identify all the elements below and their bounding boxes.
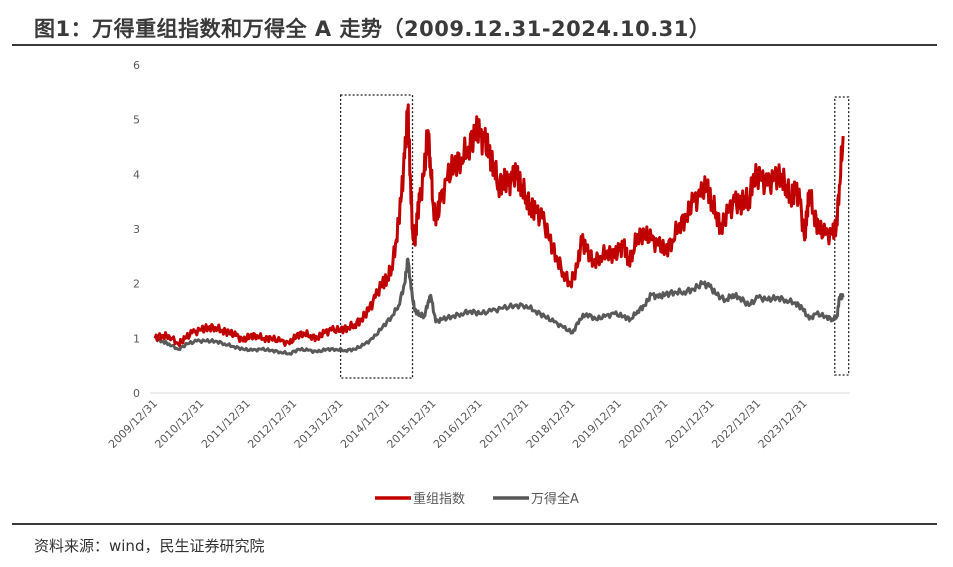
source-note: 资料来源：wind，民生证券研究院 bbox=[34, 537, 265, 555]
x-tick-label: 2010/12/31 bbox=[152, 397, 206, 451]
x-tick-label: 2012/12/31 bbox=[245, 397, 299, 451]
x-tick-label: 2019/12/31 bbox=[570, 397, 624, 451]
x-tick-label: 2013/12/31 bbox=[292, 397, 346, 451]
y-tick-label: 2 bbox=[133, 278, 140, 291]
x-tick-label: 2017/12/31 bbox=[477, 397, 531, 451]
series-line-restructuring-index bbox=[153, 103, 845, 348]
title-divider bbox=[12, 44, 937, 46]
x-tick-label: 2022/12/31 bbox=[709, 397, 763, 451]
series-line-wind-all-a bbox=[154, 257, 845, 356]
x-tick-label: 2021/12/31 bbox=[663, 397, 717, 451]
x-tick-label: 2020/12/31 bbox=[616, 397, 670, 451]
x-tick-label: 2014/12/31 bbox=[338, 397, 392, 451]
legend-label: 重组指数 bbox=[413, 491, 465, 507]
bottom-divider bbox=[12, 523, 937, 525]
x-tick-label: 2011/12/31 bbox=[199, 397, 253, 451]
legend-label: 万得全A bbox=[531, 491, 579, 507]
y-tick-label: 1 bbox=[133, 332, 140, 345]
x-tick-label: 2015/12/31 bbox=[384, 397, 438, 451]
figure-title: 图1：万得重组指数和万得全 A 走势（2009.12.31-2024.10.31… bbox=[34, 17, 711, 41]
y-tick-label: 4 bbox=[133, 168, 140, 181]
y-tick-label: 0 bbox=[133, 387, 140, 400]
y-tick-label: 6 bbox=[133, 59, 140, 72]
x-tick-label: 2009/12/31 bbox=[106, 397, 160, 451]
x-tick-label: 2018/12/31 bbox=[524, 397, 578, 451]
x-tick-label: 2023/12/31 bbox=[756, 397, 810, 451]
y-tick-label: 3 bbox=[133, 223, 140, 236]
x-tick-label: 2016/12/31 bbox=[431, 397, 485, 451]
y-tick-label: 5 bbox=[133, 114, 140, 127]
